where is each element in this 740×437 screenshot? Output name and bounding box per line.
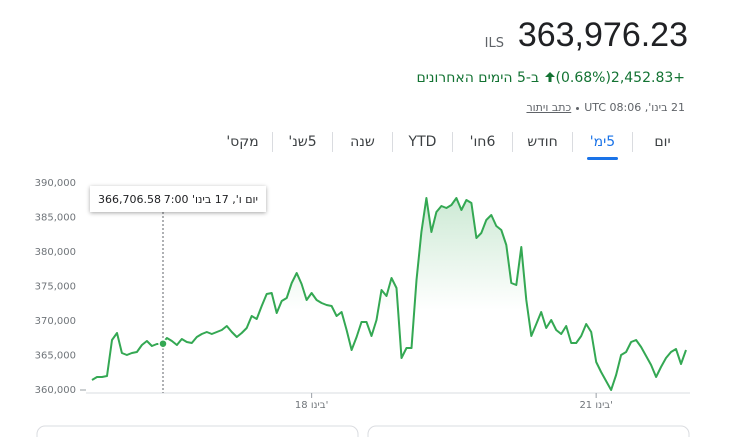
- y-tick-label: 390,000: [35, 178, 76, 189]
- range-tab[interactable]: 5ימ': [572, 132, 632, 160]
- period: ב-5 הימים האחרונים: [416, 70, 540, 86]
- range-tab[interactable]: YTD: [392, 132, 452, 152]
- card: [36, 425, 359, 437]
- change-row: +2,452.83(0.68%) ב-5 הימים האחרונים: [416, 70, 685, 86]
- tooltip-value: 366,706.58: [98, 192, 161, 206]
- separator: [576, 106, 580, 110]
- range-tabs: יום 5ימ' חודש 6חו' YTD שנה 5שנ' מקס': [213, 132, 692, 160]
- timestamp: 21 בינו', UTC 08:06: [584, 101, 685, 114]
- y-tick-label: 385,000: [35, 213, 76, 224]
- area: [92, 198, 686, 390]
- hover-dot: [158, 338, 168, 349]
- range-tab[interactable]: מקס': [226, 134, 259, 150]
- disclaimer-link[interactable]: כתב ויתור: [526, 101, 572, 114]
- range-tab[interactable]: 5שנ': [272, 132, 332, 152]
- y-tick-label: 380,000: [35, 247, 76, 258]
- y-tick-label: 365,000: [35, 351, 76, 362]
- tooltip: 366,706.58 יום ו', 17 בינו' 7:00: [90, 186, 266, 212]
- x-tick-label: 21 בינו': [579, 400, 612, 411]
- currency: ILS: [484, 36, 504, 51]
- x-tick-label: 18 בינו': [295, 400, 328, 411]
- price-line: [91, 197, 687, 391]
- up-arrow: [544, 72, 555, 82]
- change-percent: (0.68%): [555, 70, 611, 86]
- range-tab[interactable]: שנה: [332, 132, 392, 152]
- timestamp-row: 21 בינו', UTC 08:06 כתב ויתור: [526, 101, 685, 114]
- y-tick-label: 360,000: [35, 385, 76, 396]
- y-tick-label: 375,000: [35, 282, 76, 293]
- range-tab[interactable]: חודש: [512, 132, 572, 152]
- card: [367, 425, 690, 437]
- change: +2,452.83: [610, 70, 685, 86]
- tooltip-title: יום ו', 17 בינו' 7:00: [163, 192, 258, 206]
- y-tick-label: 370,000: [35, 316, 76, 327]
- range-tab[interactable]: יום: [632, 132, 692, 152]
- range-tab[interactable]: 6חו': [452, 132, 512, 152]
- price: 363,976.23: [517, 16, 688, 54]
